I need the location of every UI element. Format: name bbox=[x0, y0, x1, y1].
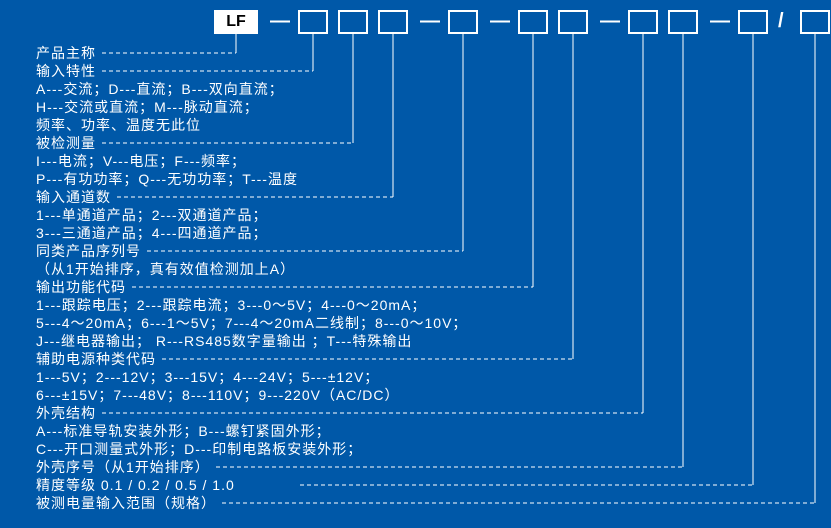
section-body-line: 5---4～20mA；6---1～5V；7---4～20mA二线制；8---0～… bbox=[36, 314, 467, 332]
code-box-5 bbox=[518, 10, 548, 34]
section-heading: 外壳结构 bbox=[36, 404, 96, 422]
section-body-line: 1---跟踪电压；2---跟踪电流；3---0～5V；4---0～20mA； bbox=[36, 296, 426, 314]
section-body-line: 1---单通道产品；2---双通道产品； bbox=[36, 206, 268, 224]
section-body-line: H---交流或直流；M---脉动直流； bbox=[36, 98, 259, 116]
section-body-line: I---电流；V---电压；F---频率； bbox=[36, 152, 246, 170]
section-heading: 外壳序号（从1开始排序） bbox=[36, 458, 210, 476]
section-body-line: 1---5V；2---12V；3---15V；4---24V；5---±12V； bbox=[36, 368, 379, 386]
section-heading: 产品主称 bbox=[36, 44, 96, 62]
code-box-1 bbox=[298, 10, 328, 34]
section-heading: 精度等级 0.1 / 0.2 / 0.5 / 1.0 bbox=[36, 476, 235, 494]
code-box-8 bbox=[668, 10, 698, 34]
code-box-10 bbox=[800, 10, 830, 34]
separator-3: — bbox=[600, 10, 620, 33]
section-body-line: 3---三通道产品；4---四通道产品； bbox=[36, 224, 268, 242]
code-box-3 bbox=[378, 10, 408, 34]
code-box-7 bbox=[628, 10, 658, 34]
box-label: LF bbox=[220, 12, 252, 32]
section-heading: 辅助电源种类代码 bbox=[36, 350, 156, 368]
section-heading: 输入特性 bbox=[36, 62, 96, 80]
separator-0: — bbox=[270, 10, 290, 33]
section-body-line: P---有功功率；Q---无功功率；T---温度 bbox=[36, 170, 298, 188]
separator-2: — bbox=[490, 10, 510, 33]
code-box-6 bbox=[558, 10, 588, 34]
section-heading: 同类产品序列号 bbox=[36, 242, 141, 260]
code-box-2 bbox=[338, 10, 368, 34]
section-body-line: C---开口测量式外形；D---印制电路板安装外形； bbox=[36, 440, 362, 458]
section-body-line: 频率、功率、温度无此位 bbox=[36, 116, 201, 134]
section-body-line: （从1开始排序，真有效值检测加上A） bbox=[36, 260, 295, 278]
section-heading: 被测电量输入范围（规格） bbox=[36, 494, 216, 512]
section-heading: 输出功能代码 bbox=[36, 278, 126, 296]
code-box-4 bbox=[448, 10, 478, 34]
section-body-line: J---继电器输出； R---RS485数字量输出 ；T---特殊输出 bbox=[36, 332, 412, 350]
section-heading: 输入通道数 bbox=[36, 188, 111, 206]
code-box-9 bbox=[738, 10, 768, 34]
separator-4: — bbox=[710, 10, 730, 33]
code-box-0: LF bbox=[214, 10, 258, 34]
section-heading: 被检测量 bbox=[36, 134, 96, 152]
section-body-line: A---交流；D---直流；B---双向直流； bbox=[36, 80, 284, 98]
separator-1: — bbox=[420, 10, 440, 33]
section-body-line: 6---±15V；7---48V；8---110V；9---220V（AC/DC… bbox=[36, 386, 400, 404]
separator-5: / bbox=[778, 10, 784, 33]
section-body-line: A---标准导轨安装外形；B---螺钉紧固外形； bbox=[36, 422, 331, 440]
